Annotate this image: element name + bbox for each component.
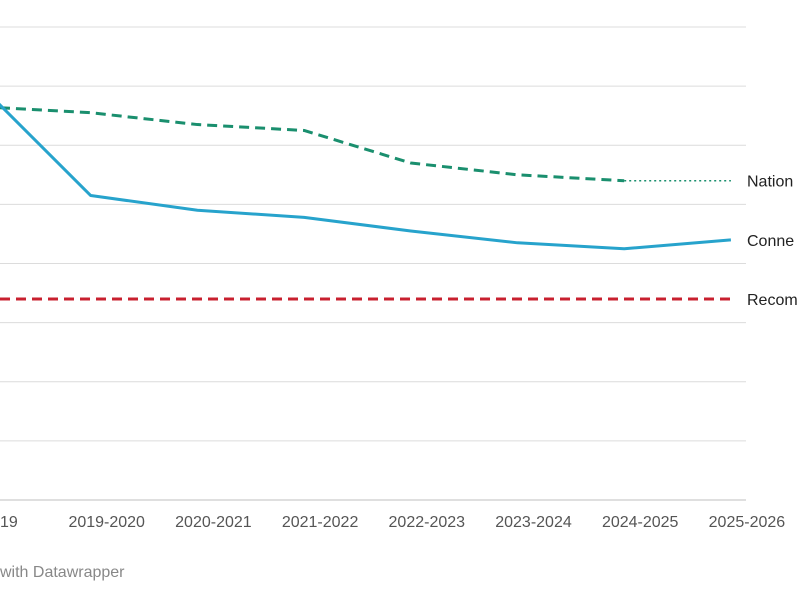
x-tick-label: 2025-2026 [709,514,786,531]
series-label-conne: Conne [747,233,794,250]
x-axis-ticks: 2019 2019-2020 2020-2021 2021-2022 2022-2023… [0,514,785,531]
x-tick-label: 2019-2020 [68,514,145,531]
x-tick-label: 2019 [0,514,18,531]
x-tick-label: 2021-2022 [282,514,359,531]
gridlines [0,26,746,501]
x-tick-label: 2024-2025 [602,514,679,531]
series-label-recom: Recom [747,292,798,309]
chart-credit: with Datawrapper [0,564,125,581]
series-line-conne [0,102,732,251]
series-line-nation [0,106,625,183]
x-tick-label: 2022-2023 [389,514,466,531]
series-labels: Nation Conne Recom [747,174,798,309]
series-label-nation: Nation [747,174,793,191]
x-tick-label: 2023-2024 [495,514,572,531]
series-lines [0,102,732,301]
x-tick-label: 2020-2021 [175,514,252,531]
